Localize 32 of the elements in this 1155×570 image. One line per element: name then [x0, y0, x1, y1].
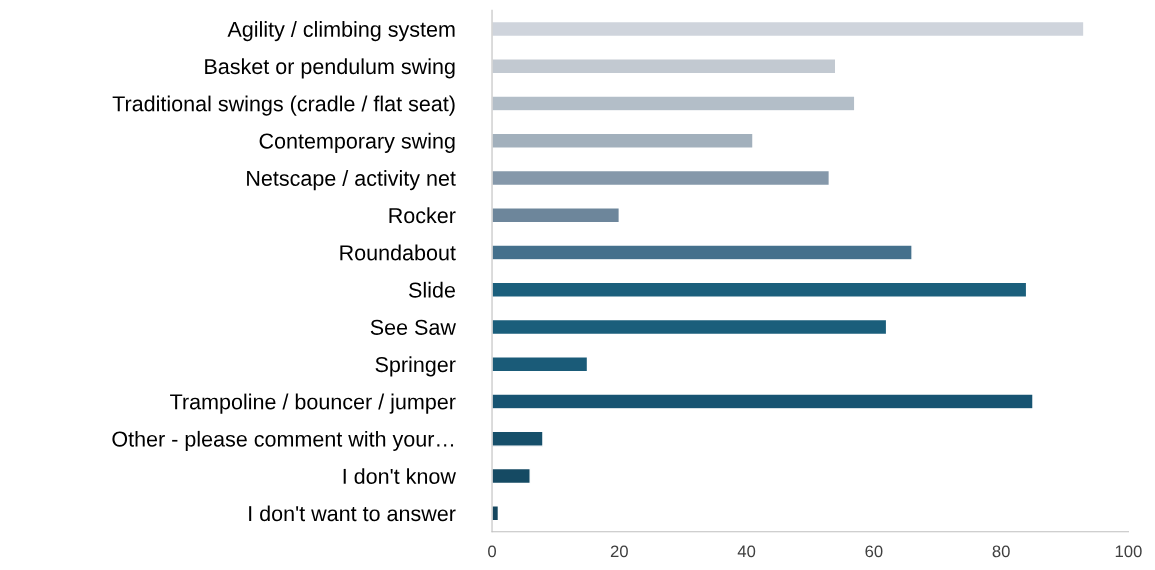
- y-tick-label: Slide: [409, 281, 455, 298]
- y-tick-label: I don't want to answer: [249, 505, 456, 522]
- bar: [492, 393, 1034, 410]
- y-tick-label: Basket or pendulum swing: [205, 58, 455, 79]
- bar: [492, 244, 913, 261]
- x-tick-label: 60: [865, 545, 883, 558]
- bar: [492, 169, 831, 187]
- y-tick-label: Other - please comment with your…: [112, 430, 454, 451]
- y-tick-label: Traditional swings (cradle / flat seat): [112, 95, 455, 116]
- bar: [492, 318, 888, 336]
- x-tick-label: 40: [737, 545, 756, 558]
- bar: [492, 57, 837, 75]
- y-tick-label: Rocker: [389, 207, 456, 224]
- x-tick-label: 100: [1115, 545, 1142, 558]
- y-tick-label: I don't know: [343, 468, 456, 484]
- x-tick-label: 80: [992, 545, 1010, 558]
- bar: [492, 430, 544, 447]
- bar: [492, 281, 1028, 298]
- y-tick-label: Netscape / activity net: [247, 170, 456, 191]
- y-tick-label: Agility / climbing system: [227, 21, 455, 42]
- bar: [492, 467, 531, 485]
- y-tick-label: Contemporary swing: [259, 132, 455, 153]
- y-tick-label: Springer: [375, 356, 456, 377]
- x-tick-label: 0: [488, 545, 497, 558]
- bar: [492, 132, 754, 149]
- bar: [492, 207, 621, 224]
- bar: [492, 356, 589, 373]
- y-tick-label: Trampoline / bouncer / jumper: [170, 393, 456, 414]
- x-tick-label: 20: [610, 545, 628, 558]
- bar: [492, 20, 1085, 38]
- y-tick-label: Roundabout: [340, 244, 456, 261]
- y-tick-label: See Saw: [370, 319, 456, 335]
